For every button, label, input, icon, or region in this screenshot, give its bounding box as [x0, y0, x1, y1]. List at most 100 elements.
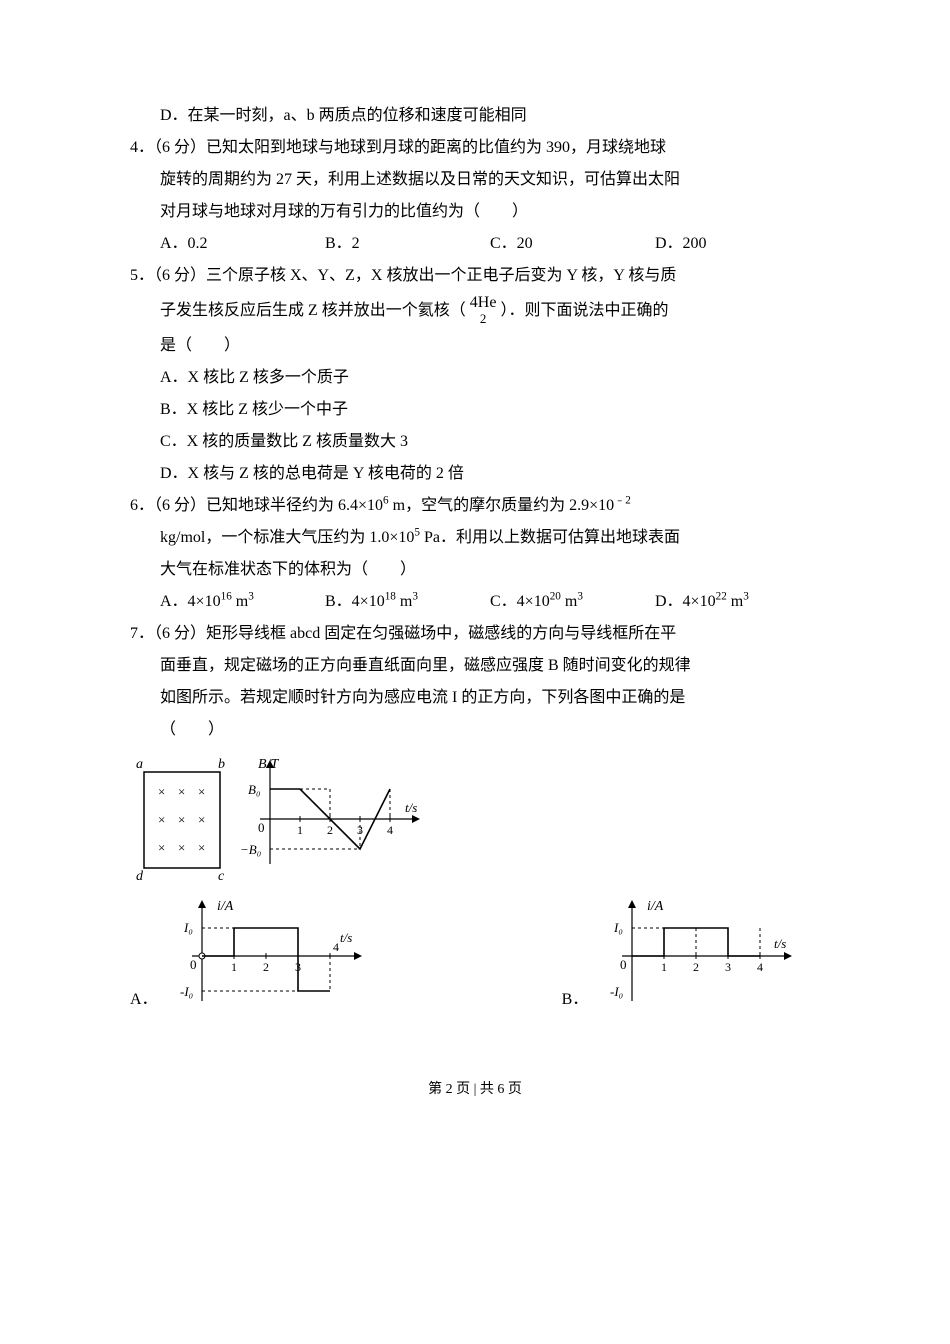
svg-text:×: ×	[198, 812, 205, 827]
q3-option-d: D．在某一时刻，a、b 两质点的位移和速度可能相同	[130, 100, 820, 132]
q6b-s2: 3	[412, 591, 418, 603]
svg-text:2: 2	[327, 823, 333, 837]
q6-opt-a: A．4×1016 m3	[160, 586, 325, 618]
q7-opt-a-wrap: A． i/A 1 2	[130, 896, 372, 1016]
q7-opt-b-label: B．	[562, 984, 589, 1016]
q6-line2a: kg/mol，一个标准大气压约为 1.0×10	[160, 529, 414, 546]
q6a-s1: 16	[221, 591, 232, 603]
q6-opt-b: B．4×1018 m3	[325, 586, 490, 618]
he-bot: 2	[480, 311, 487, 326]
q6d-s2: 3	[743, 591, 749, 603]
svg-text:×: ×	[158, 812, 165, 827]
b-vs-t-chart: B/T 1 2 3 4 t/s	[240, 754, 430, 884]
loop-diagram: a b ××× ××× ××× d c	[130, 754, 240, 884]
svg-text:4: 4	[333, 940, 339, 954]
he-nuclide: 4He 2	[470, 295, 497, 327]
page-footer: 第 2 页 | 共 6 页	[130, 1076, 820, 1104]
label-d: d	[136, 869, 144, 884]
q6-options: A．4×1016 m3 B．4×1018 m3 C．4×1020 m3 D．4×…	[130, 586, 820, 618]
svg-text:2: 2	[693, 960, 699, 974]
q6-sup2: ﹣2	[614, 495, 631, 507]
q6c-s1: 20	[550, 591, 561, 603]
he-top: 4He	[470, 294, 497, 311]
ia-xlabel: t/s	[340, 930, 352, 945]
q4-options: A．0.2 B．2 C．20 D．200	[130, 228, 820, 260]
field-marks: × × × × × × × × ×	[158, 784, 205, 855]
i-vs-t-chart-a: i/A 1 2 3 4	[162, 896, 372, 1016]
q7-line2: 面垂直，规定磁场的正方向垂直纸面向里，磁感应强度 B 随时间变化的规律	[130, 650, 820, 682]
q5-opt-a: A．X 核比 Z 核多一个质子	[130, 362, 820, 394]
q6-head-b: m，空气的摩尔质量约为 2.9×10	[389, 497, 614, 514]
q6-head-a: 6．（6 分）已知地球半径约为 6.4×10	[130, 497, 383, 514]
q5-opt-d: D．X 核与 Z 核的总电荷是 Y 核电荷的 2 倍	[130, 458, 820, 490]
b-xlabel: t/s	[405, 800, 417, 815]
svg-text:2: 2	[263, 960, 269, 974]
exam-page: D．在某一时刻，a、b 两质点的位移和速度可能相同 4．（6 分）已知太阳到地球…	[0, 0, 950, 1144]
label-b: b	[218, 757, 225, 772]
q6a-t2: m	[232, 593, 248, 610]
q6b-t2: m	[396, 593, 412, 610]
q5-line2b: ）．则下面说法中正确的	[500, 302, 668, 319]
q6a-s2: 3	[248, 591, 254, 603]
q6-line2: kg/mol，一个标准大气压约为 1.0×105 Pa．利用以上数据可估算出地球…	[130, 522, 820, 554]
q6-opt-c: C．4×1020 m3	[490, 586, 655, 618]
q7-opt-a-label: A．	[130, 984, 158, 1016]
ib-ylabel: i/A	[647, 899, 664, 914]
ia-ytick-pos: I₀	[183, 920, 193, 935]
q4-opt-b: B．2	[325, 228, 490, 260]
q7-opt-b-wrap: B． i/A 1 2 3	[562, 896, 803, 1016]
q6c-t1: C．4×10	[490, 593, 550, 610]
q6-head: 6．（6 分）已知地球半径约为 6.4×106 m，空气的摩尔质量约为 2.9×…	[130, 490, 820, 522]
svg-text:1: 1	[661, 960, 667, 974]
svg-text:×: ×	[198, 840, 205, 855]
svg-text:1: 1	[231, 960, 237, 974]
q5-line2a: 子发生核反应后生成 Z 核并放出一个氦核（	[160, 302, 466, 319]
label-a: a	[136, 757, 143, 772]
b-ytick-0: 0	[258, 820, 265, 835]
ib-ytick-pos: I₀	[613, 920, 623, 935]
svg-text:×: ×	[158, 784, 165, 799]
svg-text:4: 4	[757, 960, 763, 974]
q7-line4: （ ）	[130, 714, 820, 746]
svg-text:×: ×	[158, 840, 165, 855]
ia-ytick-0: 0	[190, 957, 197, 972]
ia-ytick-neg: -I₀	[180, 984, 193, 999]
ib-xticks: 1 2 3 4	[661, 960, 763, 974]
q6d-s1: 22	[716, 591, 727, 603]
q4-head: 4．（6 分）已知太阳到地球与地球到月球的距离的比值约为 390，月球绕地球	[130, 132, 820, 164]
svg-text:1: 1	[297, 823, 303, 837]
ib-xlabel: t/s	[774, 936, 786, 951]
q5-opt-c: C．X 核的质量数比 Z 核质量数大 3	[130, 426, 820, 458]
q4-line3: 对月球与地球对月球的万有引力的比值约为（ ）	[130, 196, 820, 228]
b-ytick-neg: −B₀	[240, 842, 261, 857]
q6d-t1: D．4×10	[655, 593, 716, 610]
q6-opt-d: D．4×1022 m3	[655, 586, 820, 618]
q6a-t1: A．4×10	[160, 593, 221, 610]
q6c-t2: m	[561, 593, 577, 610]
q5-line2: 子发生核反应后生成 Z 核并放出一个氦核（ 4He 2 ）．则下面说法中正确的	[130, 292, 820, 330]
svg-text:×: ×	[178, 784, 185, 799]
svg-text:3: 3	[725, 960, 731, 974]
ia-xticks: 1 2 3 4	[231, 940, 339, 974]
svg-text:×: ×	[198, 784, 205, 799]
q4-opt-a: A．0.2	[160, 228, 325, 260]
b-ytick-pos: B₀	[248, 782, 260, 797]
q5-line3: 是（ ）	[130, 330, 820, 362]
ib-ytick-neg: -I₀	[610, 984, 623, 999]
svg-text:4: 4	[387, 823, 393, 837]
q6c-s2: 3	[577, 591, 583, 603]
svg-text:×: ×	[178, 812, 185, 827]
q6b-t1: B．4×10	[325, 593, 385, 610]
q7-line3: 如图所示。若规定顺时针方向为感应电流 I 的正方向，下列各图中正确的是	[130, 682, 820, 714]
q6b-s1: 18	[385, 591, 396, 603]
q4-line2: 旋转的周期约为 27 天，利用上述数据以及日常的天文知识，可估算出太阳	[130, 164, 820, 196]
svg-text:×: ×	[178, 840, 185, 855]
q6d-t2: m	[727, 593, 743, 610]
ia-ylabel: i/A	[217, 899, 234, 914]
q7-head: 7．（6 分）矩形导线框 abcd 固定在匀强磁场中，磁感线的方向与导线框所在平	[130, 618, 820, 650]
ib-ytick-0: 0	[620, 957, 627, 972]
q6-line3: 大气在标准状态下的体积为（ ）	[130, 554, 820, 586]
q4-opt-d: D．200	[655, 228, 820, 260]
q6-line2b: Pa．利用以上数据可估算出地球表面	[420, 529, 680, 546]
i-vs-t-chart-b: i/A 1 2 3 4	[592, 896, 802, 1016]
